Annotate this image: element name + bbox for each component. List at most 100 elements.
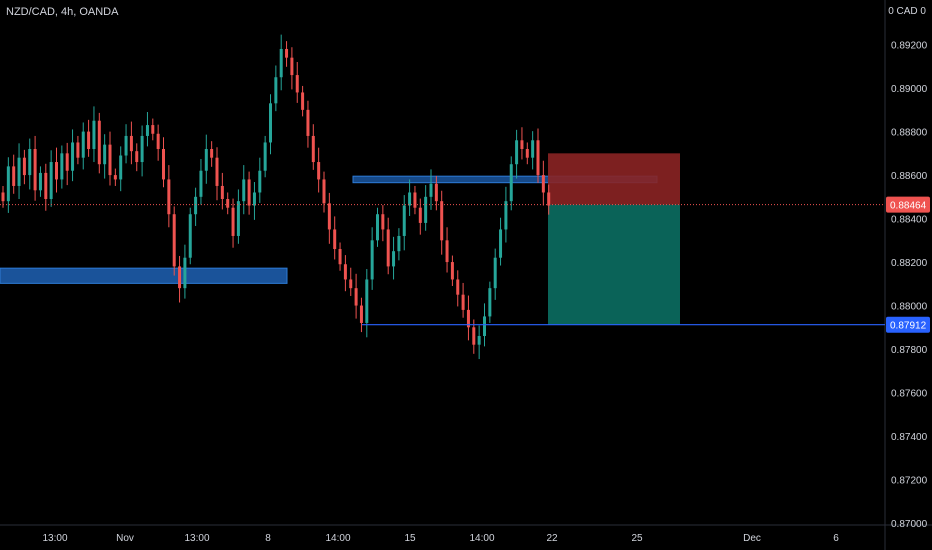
- candle: [338, 249, 342, 265]
- candle: [466, 309, 470, 328]
- candle: [33, 148, 37, 191]
- candle: [285, 48, 289, 58]
- candle: [129, 135, 133, 152]
- price-tick-label: 0.88000: [891, 302, 928, 313]
- candle: [17, 157, 21, 186]
- candle: [119, 155, 123, 180]
- candle: [359, 305, 363, 323]
- candle: [541, 175, 545, 193]
- time-tick-label: 14:00: [325, 533, 350, 544]
- candle: [145, 125, 149, 136]
- candle: [124, 135, 128, 156]
- candle: [92, 120, 96, 149]
- candle: [6, 166, 10, 202]
- candle: [81, 131, 85, 158]
- time-tick-label: 13:00: [42, 533, 67, 544]
- candle: [87, 131, 91, 149]
- candle: [236, 201, 240, 236]
- candle: [525, 148, 529, 158]
- time-tick-label: Nov: [116, 533, 134, 544]
- candle: [327, 203, 331, 230]
- candle: [220, 185, 224, 200]
- candle: [226, 199, 230, 208]
- price-tick-label: 0.87400: [891, 432, 928, 443]
- price-tick-label: 0.87200: [891, 476, 928, 487]
- candle: [44, 172, 48, 200]
- candle: [536, 140, 540, 176]
- candle: [504, 201, 508, 230]
- candle: [381, 214, 385, 230]
- candle: [156, 133, 160, 149]
- candle: [290, 57, 294, 76]
- candle: [71, 142, 75, 171]
- candle: [311, 135, 315, 163]
- time-tick-label: 14:00: [469, 533, 494, 544]
- candle: [413, 192, 417, 208]
- currency-label: 0 CAD 0: [888, 6, 926, 17]
- candle: [38, 172, 42, 191]
- candle: [258, 170, 262, 193]
- candle: [483, 316, 486, 336]
- candle: [295, 75, 299, 93]
- time-tick-label: 6: [833, 533, 839, 544]
- candle: [499, 229, 503, 258]
- price-tick-label: 0.88400: [891, 215, 928, 226]
- candle: [531, 140, 535, 158]
- candle: [461, 294, 465, 310]
- candle: [247, 179, 251, 206]
- candle: [343, 264, 347, 280]
- candle: [140, 135, 144, 163]
- candle: [65, 153, 69, 171]
- stop-loss-zone: [548, 153, 680, 205]
- take-profit-zone: [548, 204, 680, 325]
- candle: [301, 92, 305, 110]
- candle: [493, 257, 497, 289]
- candle: [194, 196, 198, 215]
- price-tick-label: 0.89000: [891, 84, 928, 95]
- candle: [215, 157, 219, 186]
- candle: [418, 207, 422, 223]
- candle: [488, 288, 492, 317]
- candle: [231, 207, 235, 236]
- candle: [365, 279, 369, 323]
- candle: [210, 148, 214, 158]
- candle: [472, 327, 476, 345]
- price-tick-label: 0.87800: [891, 345, 928, 356]
- time-tick-label: 22: [546, 533, 558, 544]
- candle: [509, 164, 513, 202]
- candle: [456, 279, 460, 295]
- candle: [392, 251, 396, 267]
- current-price-label: 0.88464: [890, 201, 927, 212]
- price-tick-label: 0.88200: [891, 258, 928, 269]
- level-price-label: 0.87912: [890, 321, 927, 332]
- candle: [547, 192, 551, 206]
- candle: [274, 77, 278, 104]
- candle: [12, 166, 16, 186]
- candle: [306, 109, 310, 136]
- candle: [1, 192, 5, 202]
- candle: [376, 214, 379, 241]
- level-price-badge: [886, 316, 930, 333]
- candle: [204, 148, 208, 171]
- candle: [97, 120, 101, 165]
- candle: [151, 125, 155, 134]
- candle: [434, 183, 438, 202]
- time-tick-label: Dec: [743, 533, 761, 544]
- candle: [477, 335, 481, 345]
- candle: [49, 162, 53, 200]
- candle: [370, 240, 374, 280]
- time-tick-label: 25: [631, 533, 643, 544]
- time-tick-label: 8: [265, 533, 271, 544]
- candle: [515, 140, 519, 165]
- candle: [183, 257, 187, 289]
- candle: [349, 279, 353, 289]
- candle: [263, 142, 267, 171]
- candle: [103, 144, 107, 165]
- price-tick-label: 0.88600: [891, 171, 928, 182]
- candle: [162, 148, 165, 180]
- candle: [60, 153, 64, 180]
- candle: [354, 288, 358, 306]
- candle: [520, 140, 524, 149]
- candle: [135, 151, 139, 163]
